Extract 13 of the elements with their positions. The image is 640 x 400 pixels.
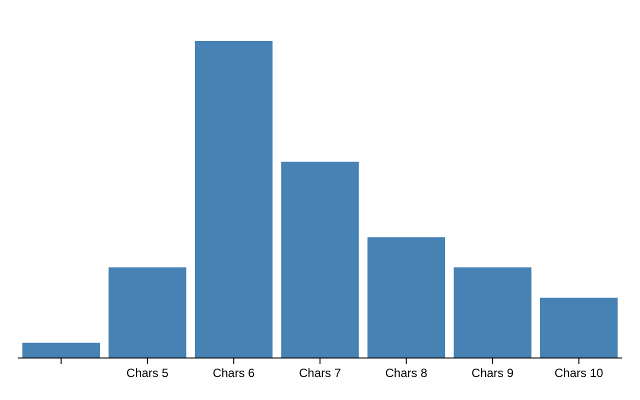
x-tick-label: Chars 5 <box>126 366 169 380</box>
x-tick-label: Chars 6 <box>212 366 256 380</box>
bar <box>22 342 100 358</box>
x-tick-label: Chars 9 <box>472 366 514 380</box>
x-tick-label: Chars 10 <box>554 366 604 380</box>
bar <box>108 267 186 358</box>
x-tick-label: Chars 8 <box>385 366 428 380</box>
bar <box>540 298 618 358</box>
bar <box>281 162 359 358</box>
bar <box>194 41 273 358</box>
bar <box>367 237 446 358</box>
bar <box>454 267 532 358</box>
x-tick-label: Chars 7 <box>298 366 342 380</box>
